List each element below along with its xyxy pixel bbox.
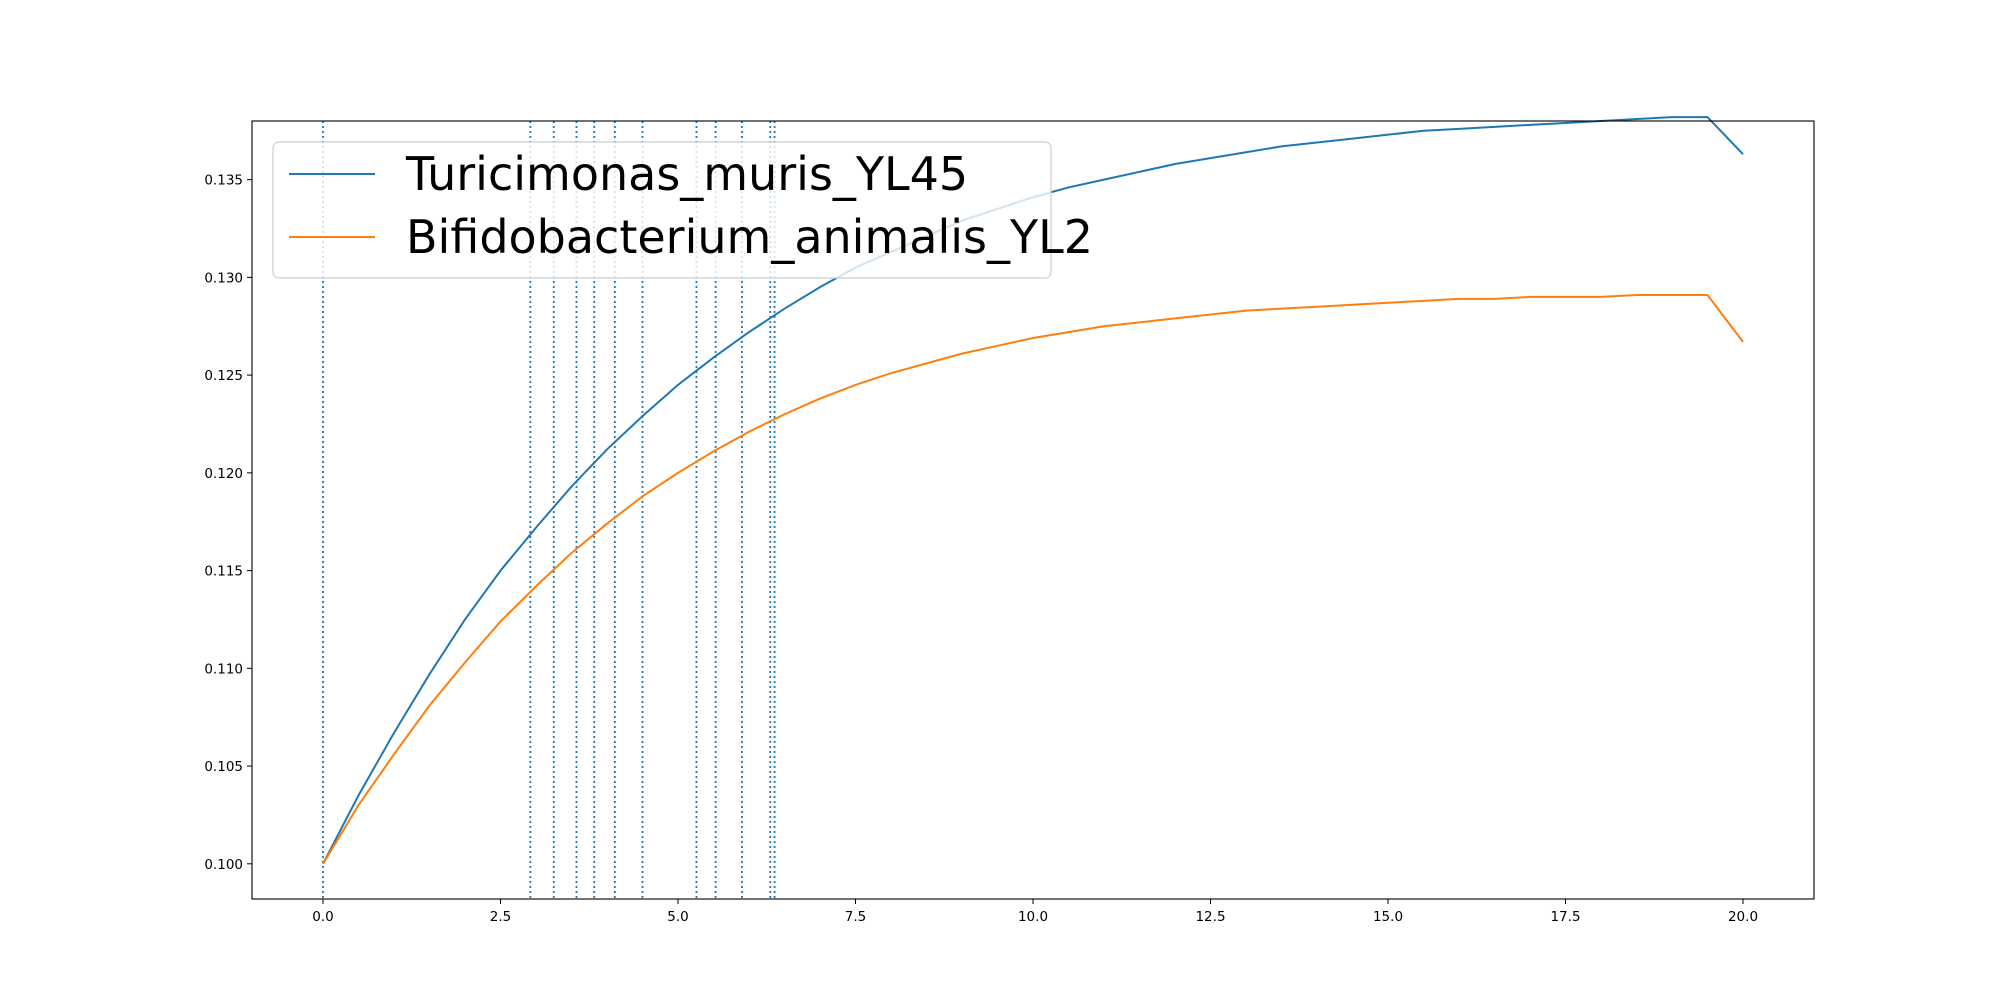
series-line-1 bbox=[322, 293, 1744, 865]
x-tick-label-7: 17.5 bbox=[1550, 909, 1580, 925]
y-tick-label-2: 0.110 bbox=[204, 661, 243, 677]
y-tick-label-4: 0.120 bbox=[204, 466, 243, 482]
x-tick-label-1: 2.5 bbox=[490, 909, 511, 925]
x-tick-label-0: 0.0 bbox=[312, 909, 333, 925]
x-axis: 0.0 2.5 5.0 7.5 10.0 12.5 15.0 17.5 20.0 bbox=[312, 899, 1758, 925]
y-tick-label-6: 0.130 bbox=[204, 270, 243, 286]
x-tick-label-4: 10.0 bbox=[1018, 909, 1048, 925]
y-tick-label-5: 0.125 bbox=[204, 368, 243, 384]
y-tick-label-7: 0.135 bbox=[204, 173, 243, 189]
y-tick-label-3: 0.115 bbox=[204, 564, 243, 580]
y-tick-label-1: 0.105 bbox=[204, 759, 243, 775]
x-tick-label-2: 5.0 bbox=[667, 909, 688, 925]
y-tick-label-0: 0.100 bbox=[204, 857, 243, 873]
legend-box bbox=[272, 141, 1052, 279]
legend-label-0: Turicimonas_muris_YL45 bbox=[405, 147, 968, 201]
y-axis: 0.100 0.105 0.110 0.115 0.120 0.125 0.130 0.135 bbox=[204, 173, 252, 873]
x-tick-label-6: 15.0 bbox=[1373, 909, 1403, 925]
x-tick-label-3: 7.5 bbox=[845, 909, 866, 925]
legend: Turicimonas_muris_YL45 Bifidobacterium_an… bbox=[272, 141, 1093, 279]
legend-label-1: Bifidobacterium_animalis_YL2 bbox=[406, 210, 1093, 264]
x-tick-label-8: 20.0 bbox=[1728, 909, 1758, 925]
x-tick-label-5: 12.5 bbox=[1195, 909, 1225, 925]
